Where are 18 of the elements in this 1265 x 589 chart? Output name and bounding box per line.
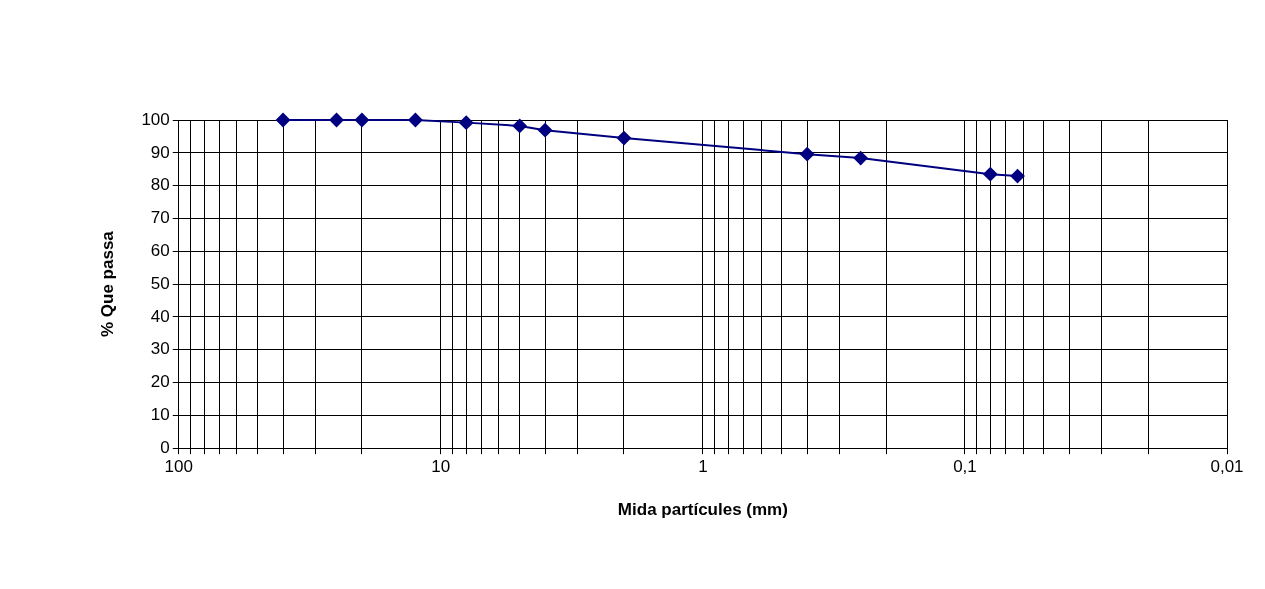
x-tick-label: 0,01 (1210, 457, 1244, 477)
y-tick-label: 60 (150, 240, 170, 260)
x-tick-label: 100 (164, 457, 193, 477)
y-tick-label: 40 (150, 306, 170, 326)
y-tick-label: 20 (150, 372, 170, 392)
y-tick-label: 90 (150, 142, 170, 162)
x-tick-label: 1 (698, 457, 708, 477)
y-tick-label: 30 (150, 339, 170, 359)
x-tick-label: 0,1 (953, 457, 977, 477)
y-tick-label: 80 (150, 175, 170, 195)
y-tick-label: 100 (141, 109, 170, 129)
y-tick-label: 50 (150, 273, 170, 293)
y-tick-label: 10 (150, 405, 170, 425)
x-axis-title: Mida partícules (mm) (617, 500, 788, 520)
y-tick-label: 70 (150, 208, 170, 228)
y-axis-title: % Que passa (97, 230, 117, 338)
x-tick-label: 10 (431, 457, 451, 477)
y-tick-label: 0 (160, 437, 170, 457)
